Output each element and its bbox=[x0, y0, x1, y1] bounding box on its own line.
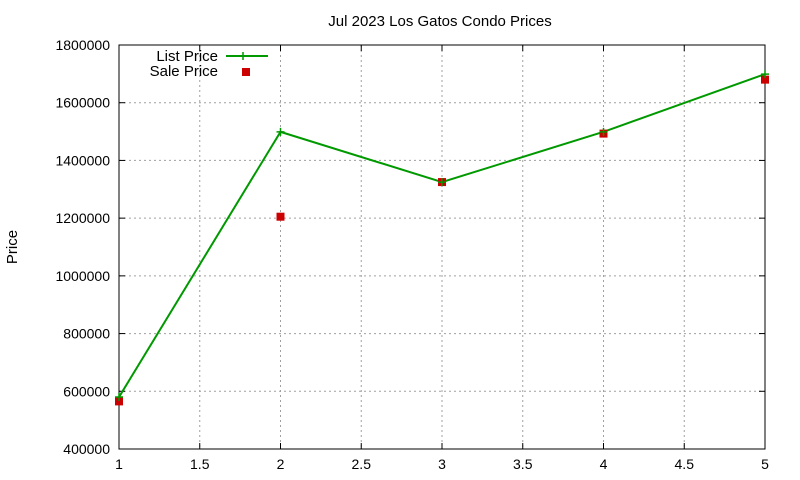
sale-price-point bbox=[276, 212, 285, 221]
x-tick-label: 3 bbox=[438, 456, 446, 472]
y-tick-label: 600000 bbox=[63, 383, 110, 399]
legend-label-sale-price: Sale Price bbox=[150, 63, 218, 80]
list-price-point bbox=[761, 70, 769, 79]
chart-title: Jul 2023 Los Gatos Condo Prices bbox=[328, 13, 551, 30]
x-tick-label: 2 bbox=[277, 456, 285, 472]
sale-price-point bbox=[115, 397, 123, 406]
y-tick-label: 1600000 bbox=[55, 95, 110, 111]
x-tick-label: 2.5 bbox=[352, 456, 372, 472]
x-tick-label: 5 bbox=[761, 456, 769, 472]
list-price-point bbox=[115, 393, 123, 402]
y-tick-label: 400000 bbox=[63, 441, 110, 457]
y-tick-label: 800000 bbox=[63, 326, 110, 342]
legend: List Price Sale Price bbox=[150, 48, 268, 80]
x-tick-label: 4.5 bbox=[675, 456, 695, 472]
tick-layer: 1 1.5 2 2.5 3 3.5 4 4.5 5 400000 600000 800000 10000… bbox=[55, 37, 769, 472]
x-tick-label: 4 bbox=[600, 456, 608, 472]
y-axis-label: Price bbox=[4, 230, 21, 264]
y-tick-label: 1400000 bbox=[55, 152, 110, 168]
list-price-point bbox=[599, 127, 608, 136]
y-tick-label: 1200000 bbox=[55, 210, 110, 226]
x-tick-label: 1.5 bbox=[190, 456, 210, 472]
list-price-point bbox=[438, 178, 446, 187]
y-tick-label: 1000000 bbox=[55, 268, 110, 284]
legend-marker-sale-price bbox=[242, 68, 250, 76]
sale-price-point bbox=[761, 75, 769, 84]
x-tick-label: 3.5 bbox=[513, 456, 533, 472]
series-layer bbox=[115, 70, 769, 406]
x-tick-label: 1 bbox=[115, 456, 123, 472]
legend-label-list-price: List Price bbox=[156, 48, 218, 65]
legend-marker-list-price bbox=[239, 52, 247, 60]
list-price-point bbox=[276, 127, 285, 136]
grid-layer bbox=[119, 45, 765, 449]
y-tick-label: 1800000 bbox=[55, 37, 110, 53]
